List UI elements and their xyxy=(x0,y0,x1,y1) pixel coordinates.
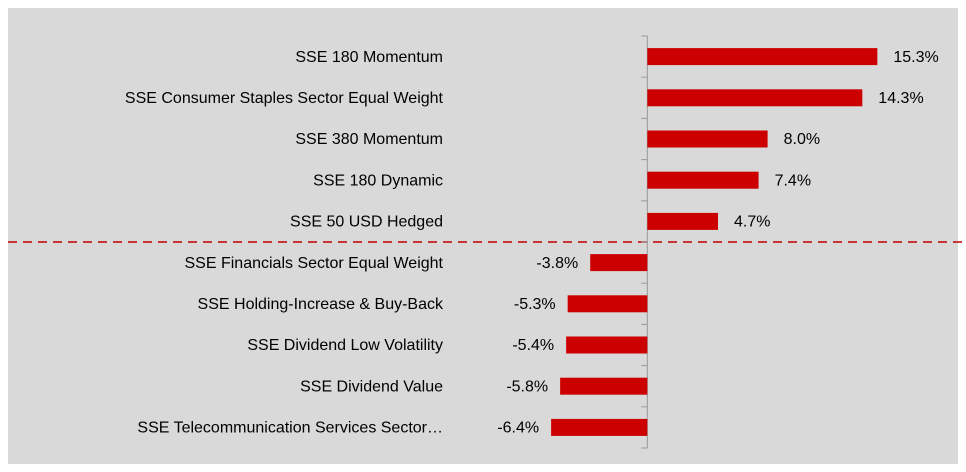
category-label: SSE 180 Momentum xyxy=(295,49,443,66)
category-label: SSE Financials Sector Equal Weight xyxy=(185,255,444,272)
bar xyxy=(647,212,718,230)
bar xyxy=(647,89,863,107)
bar xyxy=(560,377,648,395)
bar xyxy=(647,130,768,148)
data-label: 14.3% xyxy=(878,90,923,107)
category-label: SSE 180 Dynamic xyxy=(313,172,443,189)
data-label: -5.8% xyxy=(506,378,548,395)
category-label: SSE Consumer Staples Sector Equal Weight xyxy=(125,90,444,107)
data-label: -5.3% xyxy=(514,296,556,313)
category-label: SSE Dividend Low Volatility xyxy=(247,337,443,354)
category-label: SSE Holding-Increase & Buy-Back xyxy=(198,296,444,313)
data-label: 15.3% xyxy=(893,49,938,66)
category-label: SSE Telecommunication Services Sector… xyxy=(137,420,443,437)
bar xyxy=(647,171,759,189)
bar xyxy=(566,336,648,354)
data-label: -6.4% xyxy=(497,420,539,437)
data-label: -3.8% xyxy=(536,255,578,272)
bar xyxy=(567,295,648,313)
data-label: 8.0% xyxy=(784,131,820,148)
chart-background xyxy=(8,8,958,464)
data-label: -5.4% xyxy=(512,337,554,354)
bar xyxy=(551,418,648,436)
data-label: 7.4% xyxy=(775,172,811,189)
bar xyxy=(647,48,878,66)
category-label: SSE 380 Momentum xyxy=(295,131,443,148)
category-label: SSE 50 USD Hedged xyxy=(290,214,443,231)
data-label: 4.7% xyxy=(734,214,770,231)
category-label: SSE Dividend Value xyxy=(300,378,443,395)
bar xyxy=(590,254,648,272)
